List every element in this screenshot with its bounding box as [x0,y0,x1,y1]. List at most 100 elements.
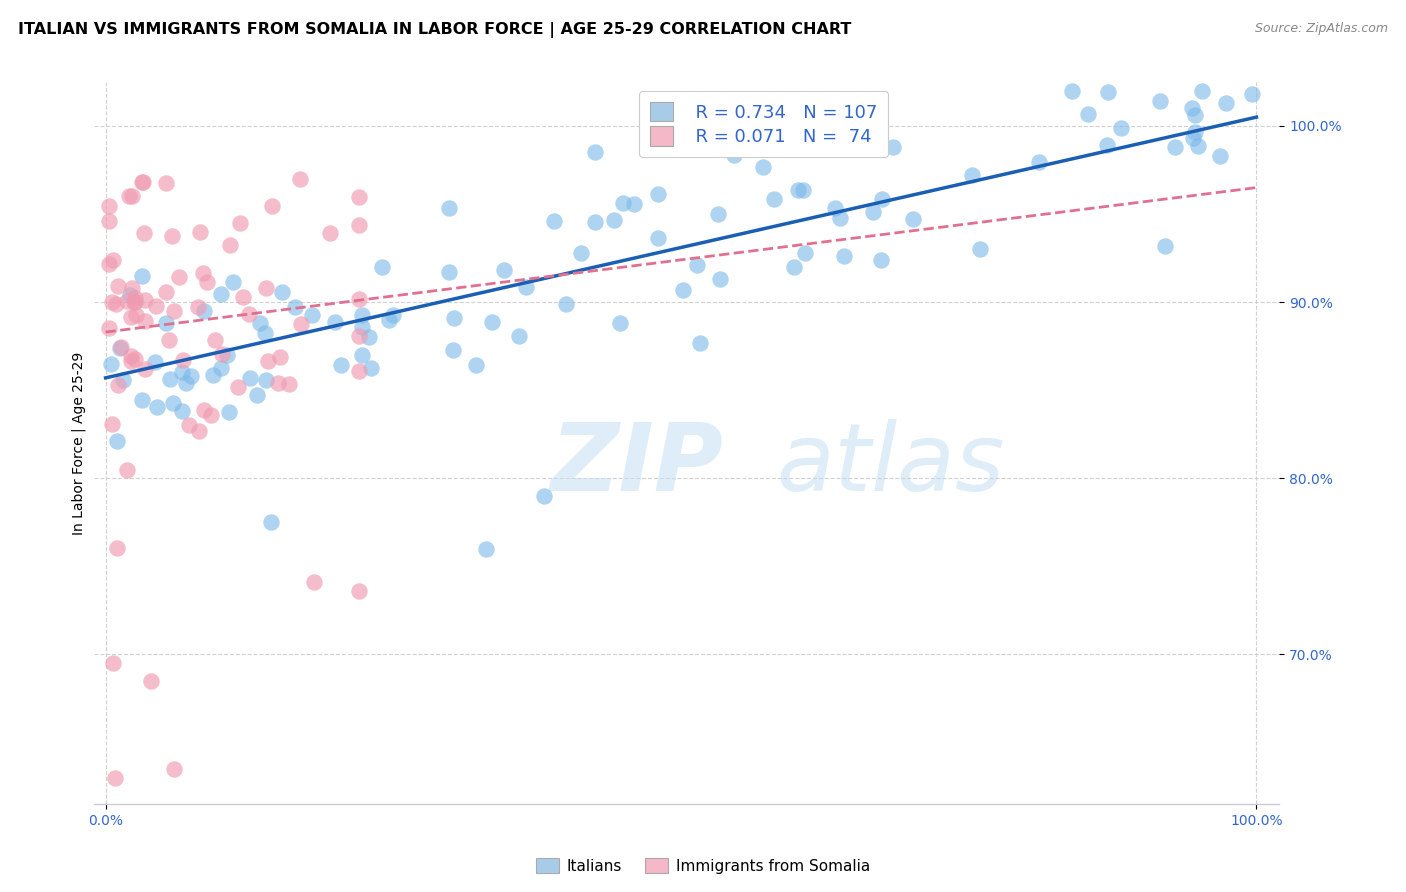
Point [187,300,209,314]
Point [139,673,162,688]
Point [253,326,276,341]
Point [162,762,184,776]
Point [465,358,488,372]
Point [794,246,817,260]
Point [533,489,555,503]
Point [134,361,156,376]
Point [131,268,153,283]
Point [352,348,374,362]
Point [474,541,496,556]
Point [647,231,669,245]
Point [98,257,121,271]
Point [271,285,294,299]
Point [167,270,190,285]
Point [685,258,707,272]
Point [124,294,146,309]
Point [543,213,565,227]
Point [188,424,211,438]
Point [118,288,141,302]
Point [132,176,155,190]
Point [115,463,138,477]
Point [209,361,232,376]
Point [347,584,370,599]
Point [108,341,131,355]
Point [245,387,267,401]
Point [239,371,262,385]
Point [191,266,214,280]
Point [98,199,121,213]
Point [1215,96,1237,111]
Point [143,354,166,368]
Point [571,246,593,260]
Point [1097,85,1119,99]
Point [155,285,177,299]
Text: ITALIAN VS IMMIGRANTS FROM SOMALIA IN LABOR FORCE | AGE 25-29 CORRELATION CHART: ITALIAN VS IMMIGRANTS FROM SOMALIA IN LA… [18,22,852,38]
Point [125,308,148,322]
Point [254,373,277,387]
Point [101,657,124,671]
Point [103,771,125,785]
Point [105,541,128,556]
Point [162,228,184,243]
Point [124,351,146,366]
Point [481,315,503,329]
Point [145,401,167,415]
Point [98,320,121,334]
Point [492,262,515,277]
Point [124,295,146,310]
Point [824,201,846,215]
Point [172,352,194,367]
Point [882,140,904,154]
Point [347,329,370,343]
Point [201,368,224,382]
Point [162,396,184,410]
Point [219,238,242,252]
Point [689,336,711,351]
Point [787,183,810,197]
Point [693,137,716,152]
Point [209,287,232,301]
Point [515,280,537,294]
Text: ZIP: ZIP [550,418,723,511]
Point [1163,140,1185,154]
Point [381,308,404,322]
Point [323,315,346,329]
Point [360,360,382,375]
Point [226,380,249,394]
Point [257,354,280,368]
Point [157,333,180,347]
Point [508,329,530,343]
Point [121,189,143,203]
Point [107,377,129,392]
Point [623,197,645,211]
Point [176,376,198,391]
Point [1028,154,1050,169]
Point [193,304,215,318]
Legend:   R = 0.734   N = 107,   R = 0.071   N =  74: R = 0.734 N = 107, R = 0.071 N = 74 [640,91,889,157]
Point [1187,139,1209,153]
Point [1191,84,1213,98]
Point [441,343,464,358]
Point [1062,84,1084,98]
Point [124,291,146,305]
Point [115,294,138,309]
Point [134,314,156,328]
Point [301,308,323,322]
Point [120,349,142,363]
Point [862,205,884,219]
Point [347,292,370,306]
Point [100,417,122,431]
Point [1154,238,1177,252]
Point [352,308,374,322]
Point [347,218,370,232]
Point [583,145,606,159]
Point [828,211,851,226]
Point [254,281,277,295]
Point [1209,149,1232,163]
Point [350,320,373,334]
Point [1077,107,1099,121]
Point [100,357,122,371]
Point [357,330,380,344]
Point [371,260,394,274]
Text: atlas: atlas [776,419,1004,510]
